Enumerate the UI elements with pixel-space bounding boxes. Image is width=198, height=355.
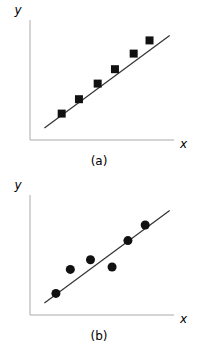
svg-text:x: x [179,137,188,151]
html-text:(b): (b) [90,329,108,343]
svg-text:y: y [13,3,22,17]
svg-text:y: y [13,178,22,192]
html-text:(a): (a) [90,154,108,168]
svg-text:x: x [179,312,188,326]
